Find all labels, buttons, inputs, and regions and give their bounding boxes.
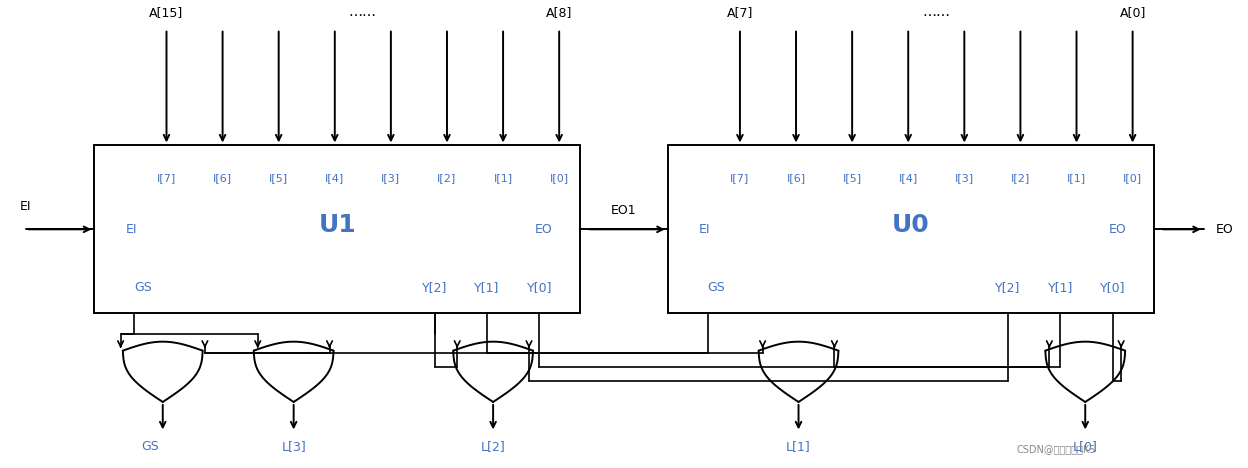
- Text: EO: EO: [1108, 223, 1127, 236]
- Text: U1: U1: [318, 212, 356, 237]
- Text: I[6]: I[6]: [786, 173, 806, 183]
- Text: I[3]: I[3]: [955, 173, 973, 183]
- Bar: [94, 146, 580, 313]
- Text: I[0]: I[0]: [1123, 173, 1142, 183]
- Text: L[1]: L[1]: [786, 440, 811, 453]
- Text: A[7]: A[7]: [726, 6, 753, 19]
- Text: ……: ……: [922, 5, 950, 19]
- Text: Y[2]: Y[2]: [995, 281, 1021, 294]
- Text: I[1]: I[1]: [1067, 173, 1086, 183]
- Text: GS: GS: [141, 440, 160, 453]
- Text: I[7]: I[7]: [157, 173, 176, 183]
- Text: GS: GS: [708, 281, 725, 294]
- Text: GS: GS: [134, 281, 152, 294]
- Text: ……: ……: [349, 5, 377, 19]
- Text: L[2]: L[2]: [480, 440, 505, 453]
- Text: I[1]: I[1]: [493, 173, 513, 183]
- Text: A[0]: A[0]: [1119, 6, 1146, 19]
- Text: Y[0]: Y[0]: [1099, 281, 1126, 294]
- Text: U0: U0: [892, 212, 930, 237]
- Text: EO: EO: [535, 223, 553, 236]
- Bar: [668, 146, 1154, 313]
- Text: L[3]: L[3]: [281, 440, 306, 453]
- Text: A[8]: A[8]: [545, 6, 573, 19]
- Text: I[4]: I[4]: [899, 173, 917, 183]
- Text: Y[0]: Y[0]: [527, 281, 552, 294]
- Text: EI: EI: [125, 223, 137, 236]
- Text: EO1: EO1: [612, 204, 636, 217]
- Text: I[2]: I[2]: [1011, 173, 1030, 183]
- Text: Y[1]: Y[1]: [1047, 281, 1073, 294]
- Text: Y[2]: Y[2]: [422, 281, 447, 294]
- Text: I[0]: I[0]: [549, 173, 569, 183]
- Text: EI: EI: [699, 223, 710, 236]
- Text: EI: EI: [20, 199, 31, 212]
- Text: Y[1]: Y[1]: [474, 281, 499, 294]
- Text: I[5]: I[5]: [270, 173, 288, 183]
- Text: A[15]: A[15]: [150, 6, 183, 19]
- Text: CSDN@正在黑化的KS: CSDN@正在黑化的KS: [1017, 444, 1096, 453]
- Text: I[7]: I[7]: [730, 173, 750, 183]
- Text: L[0]: L[0]: [1073, 440, 1098, 453]
- Text: EO: EO: [1216, 223, 1234, 236]
- Text: I[4]: I[4]: [326, 173, 344, 183]
- Text: I[6]: I[6]: [213, 173, 232, 183]
- Text: I[3]: I[3]: [382, 173, 401, 183]
- Text: I[5]: I[5]: [842, 173, 861, 183]
- Text: I[2]: I[2]: [437, 173, 457, 183]
